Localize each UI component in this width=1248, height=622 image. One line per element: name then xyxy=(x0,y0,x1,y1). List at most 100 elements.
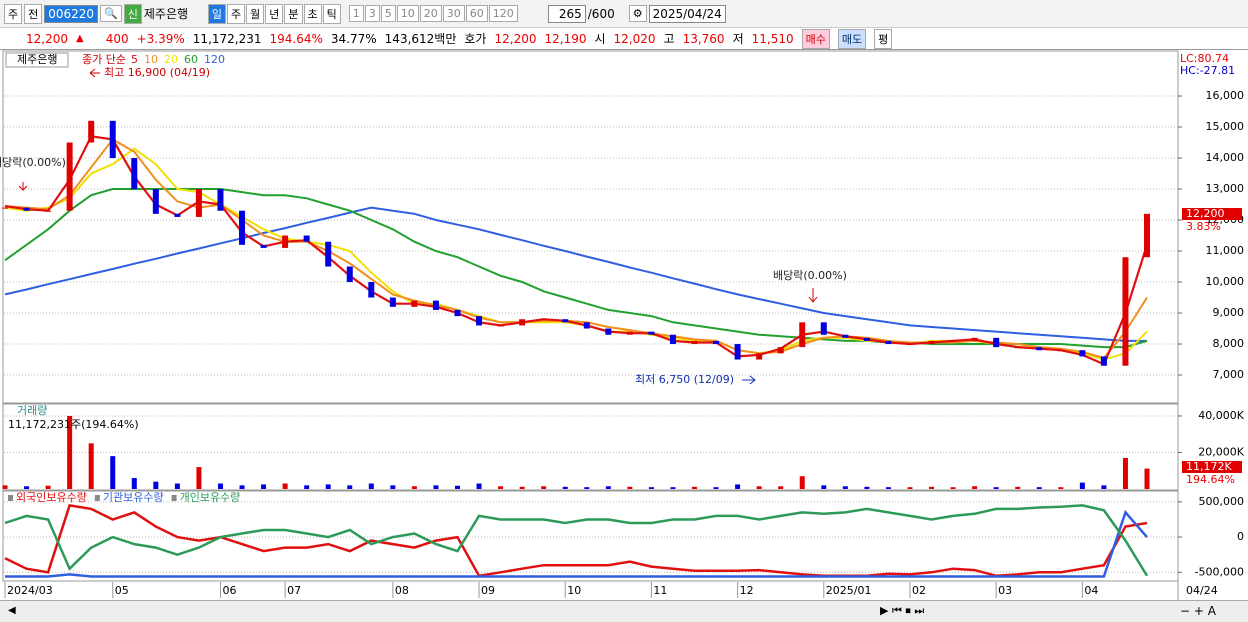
volume-bar xyxy=(325,484,331,489)
search[interactable]: 🔍 xyxy=(100,5,122,22)
x-tick-label: 12 xyxy=(740,584,754,597)
y-tick-label: 11,000 xyxy=(1206,244,1245,257)
y-tick-label: -500,000 xyxy=(1195,565,1244,578)
interval-button[interactable]: 5 xyxy=(380,5,396,22)
x-tick-label: 09 xyxy=(481,584,495,597)
candle xyxy=(885,340,892,345)
y-tick-label: 40,000K xyxy=(1198,409,1244,422)
volume-bar xyxy=(261,484,267,489)
y-tick-label: 7,000 xyxy=(1213,368,1245,381)
volume-bar xyxy=(304,485,310,489)
x-tick-label: 02 xyxy=(912,584,926,597)
legend-entry: 60 xyxy=(184,53,198,66)
interval-button[interactable]: 20 xyxy=(419,5,442,22)
buy-button[interactable]: 매수 xyxy=(801,28,830,49)
nav-buttons[interactable]: ▶ ⏮ ⏹ ⏭ xyxy=(880,604,925,617)
candle xyxy=(950,340,957,342)
x-tick-label: 04 xyxy=(1084,584,1098,597)
count[interactable]: 265 xyxy=(547,4,586,23)
volume-bar xyxy=(972,486,978,489)
volume-bar xyxy=(67,415,73,489)
price: 12,200 xyxy=(26,31,68,46)
hc-label: HC:-27.81 xyxy=(1180,64,1235,77)
candle xyxy=(605,328,612,335)
candle xyxy=(1144,213,1150,258)
period-button[interactable]: 분 xyxy=(284,3,303,24)
volume: 11,172,231 xyxy=(192,31,262,46)
candle xyxy=(88,120,95,143)
candle xyxy=(626,331,633,335)
period-button[interactable]: 초 xyxy=(303,3,322,24)
interval-button[interactable]: 3 xyxy=(364,5,380,22)
tool[interactable]: ⚙ xyxy=(628,5,647,22)
period-button[interactable]: 일 xyxy=(207,3,227,24)
period-button[interactable]: 월 xyxy=(246,3,265,24)
volume-bar xyxy=(1122,457,1128,489)
ask: 12,200 xyxy=(494,31,537,46)
rate: +3.39% xyxy=(136,31,185,46)
y-tick-label: 15,000 xyxy=(1206,120,1245,133)
x-tick-label: 08 xyxy=(395,584,409,597)
candle xyxy=(519,319,526,326)
candle xyxy=(131,158,138,190)
candle xyxy=(669,334,676,345)
eval-button[interactable]: 평 xyxy=(874,28,893,49)
market[interactable]: 주 xyxy=(4,3,23,24)
interval-button[interactable]: 30 xyxy=(442,5,465,22)
holding-line xyxy=(4,504,1149,577)
panel-label: 제주은행 xyxy=(17,53,57,66)
legend-entry: 10 xyxy=(144,53,158,66)
candle xyxy=(389,297,396,307)
volume-bar xyxy=(778,486,784,489)
volume-bar xyxy=(174,483,180,489)
candle xyxy=(346,266,353,283)
volume-bar xyxy=(799,476,805,489)
interval-button[interactable]: 1 xyxy=(348,5,364,22)
legend-swatch xyxy=(94,495,100,501)
arrow xyxy=(742,375,756,385)
period-button[interactable]: 틱 xyxy=(322,3,341,24)
volume-bar xyxy=(885,487,891,489)
arrow xyxy=(808,288,818,303)
volume-bar xyxy=(929,486,935,489)
y-tick-label: 0 xyxy=(1237,530,1244,543)
y-tick-label: 500,000 xyxy=(1199,495,1245,508)
last-change: 3.83% xyxy=(1186,220,1221,233)
legend-entry: 기관보유수량 xyxy=(103,491,164,504)
volume-bar xyxy=(670,487,676,489)
code-input[interactable]: 006220 xyxy=(44,4,99,23)
legend-entry: 5 xyxy=(131,53,138,66)
candle xyxy=(497,325,504,327)
legend-entry: 외국인보유수량 xyxy=(16,491,87,504)
candle xyxy=(432,300,439,310)
scroll-left[interactable]: ◀ xyxy=(8,605,16,616)
zoom-buttons[interactable]: − + A xyxy=(1180,604,1216,618)
candle xyxy=(928,340,935,345)
sell-button[interactable]: 매도 xyxy=(837,28,867,49)
candle xyxy=(23,207,30,211)
candle xyxy=(368,282,375,298)
period-button[interactable]: 주 xyxy=(227,3,246,24)
y-tick-label: 9,000 xyxy=(1213,306,1245,319)
interval-button[interactable]: 60 xyxy=(465,5,488,22)
candle xyxy=(820,322,827,335)
date-input[interactable]: 2025/04/24 xyxy=(648,4,726,23)
volume-panel xyxy=(2,403,1179,491)
high: 13,760 xyxy=(682,31,725,46)
volume-bar xyxy=(1058,487,1064,489)
volume-bar xyxy=(1079,482,1085,489)
low-label: 저 xyxy=(732,32,744,46)
candle xyxy=(66,142,73,211)
mode[interactable]: 전 xyxy=(24,3,43,24)
volume-bar xyxy=(454,485,460,489)
annotation: 배당락(0.00%) xyxy=(0,156,66,169)
annotation: 배당락(0.00%) xyxy=(773,269,847,282)
interval-button[interactable]: 10 xyxy=(396,5,419,22)
holding-line xyxy=(4,503,1148,578)
interval-button[interactable]: 120 xyxy=(488,5,518,22)
scrollbar: ◀ ▶ ⏮ ⏹ ⏭ − + A xyxy=(0,600,1248,622)
candle xyxy=(152,189,159,214)
candle xyxy=(260,244,267,248)
volume-bar xyxy=(433,485,439,489)
period-button[interactable]: 년 xyxy=(265,3,284,24)
